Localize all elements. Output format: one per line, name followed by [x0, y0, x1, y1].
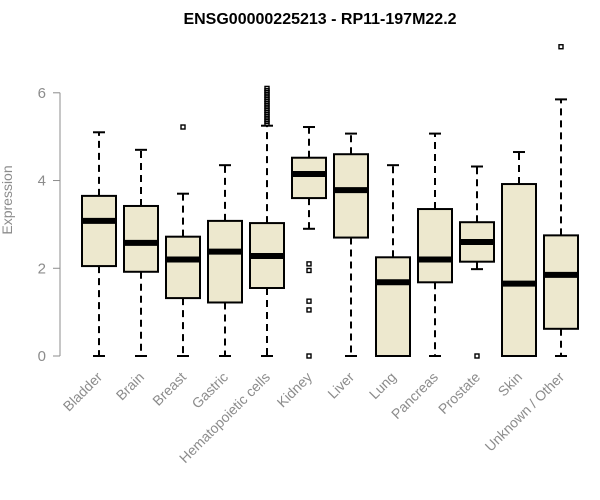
outlier-point — [306, 261, 312, 267]
outlier-point — [264, 85, 270, 92]
outlier-point — [474, 353, 480, 359]
box-skin — [501, 151, 537, 357]
iqr-box — [375, 256, 411, 357]
chart-title: ENSG00000225213 - RP11-197M22.2 — [183, 11, 456, 28]
plot-area — [81, 44, 579, 359]
box-breast — [165, 124, 201, 357]
x-tick-label: Skin — [495, 369, 526, 400]
box-lung — [375, 164, 411, 357]
outlier-point — [306, 307, 312, 313]
y-tick-label: 2 — [38, 260, 46, 277]
iqr-box — [417, 208, 453, 284]
y-axis-label: Expression — [0, 165, 15, 234]
box-brain — [123, 148, 159, 357]
box-bladder — [81, 131, 117, 357]
outlier-point — [558, 44, 564, 50]
y-tick-label: 4 — [38, 173, 46, 190]
box-prostate — [459, 165, 495, 359]
box-hematopoietic-cells — [249, 85, 285, 357]
box-kidney — [291, 126, 327, 359]
x-tick-label: Prostate — [435, 369, 483, 417]
iqr-box — [165, 235, 201, 300]
outlier-point — [306, 267, 312, 274]
y-tick-label: 6 — [38, 85, 46, 102]
iqr-box — [291, 156, 327, 200]
x-tick-label: Bladder — [60, 369, 106, 415]
iqr-box — [543, 234, 579, 330]
x-tick-label: Unknown / Other — [482, 369, 568, 455]
outlier-point — [306, 353, 312, 359]
x-tick-label: Pancreas — [388, 369, 441, 422]
iqr-box — [81, 194, 117, 268]
x-tick-label: Kidney — [274, 369, 316, 411]
outlier-point — [306, 298, 312, 304]
y-axis: 0 2 4 6 — [38, 85, 61, 365]
x-tick-label: Brain — [113, 369, 147, 403]
iqr-box — [207, 219, 243, 304]
iqr-box — [123, 204, 159, 273]
iqr-box — [501, 183, 537, 357]
box-liver — [333, 132, 369, 357]
box-gastric — [207, 164, 243, 357]
iqr-box — [333, 153, 369, 239]
x-tick-label: Breast — [149, 369, 189, 409]
box-pancreas — [417, 132, 453, 357]
x-tick-label: Liver — [324, 369, 357, 402]
box-unknown-other — [543, 44, 579, 357]
x-tick-label: Lung — [366, 369, 399, 402]
outlier-point — [180, 124, 186, 130]
y-tick-label: 0 — [38, 348, 46, 365]
